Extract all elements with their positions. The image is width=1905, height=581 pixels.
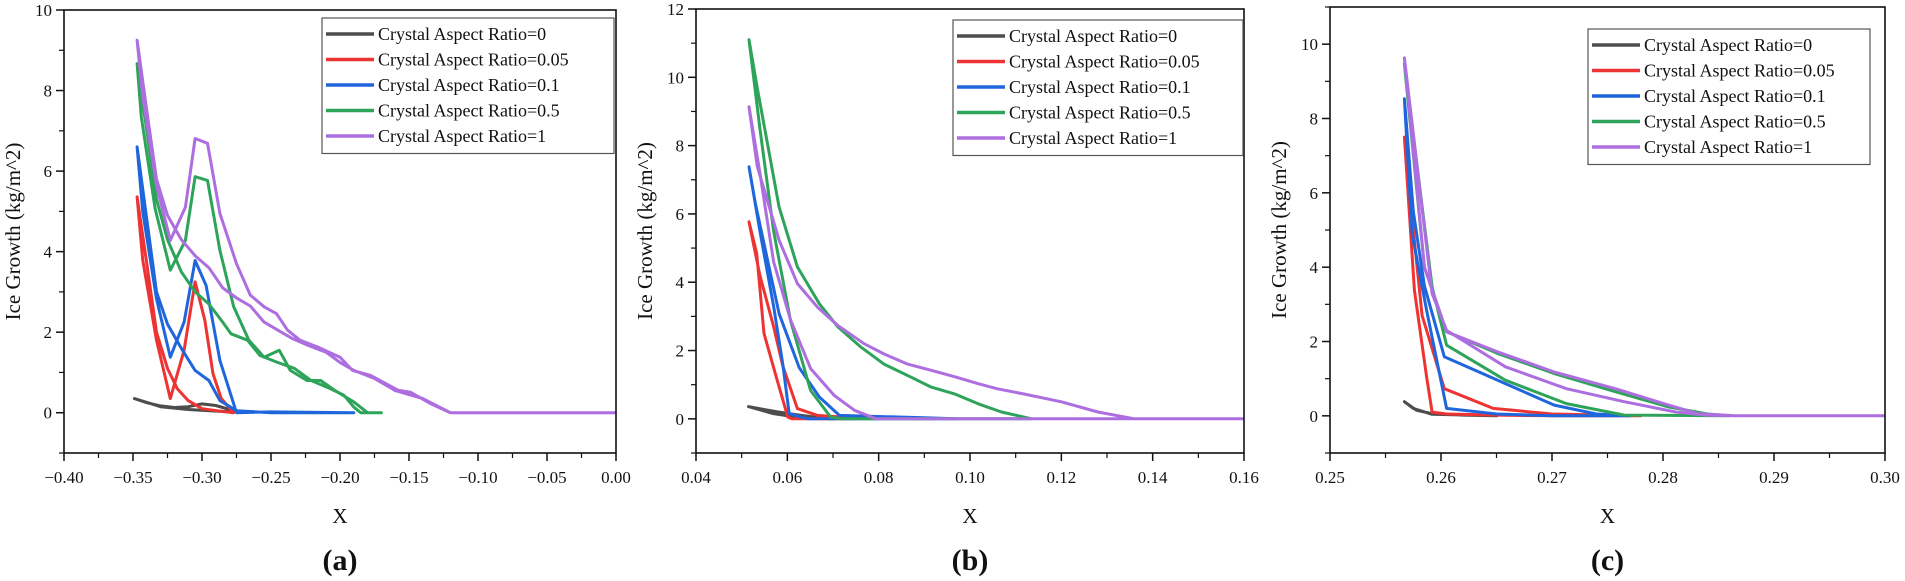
x-tick-label: −0.30	[182, 468, 221, 487]
series-line-1	[135, 195, 236, 415]
y-tick-label: 2	[44, 323, 53, 342]
chart-panel-c: 0.25 0.26 0.27 0.28 0.29 0.30 0 2 4 6 8 10 X Ice Grow…	[1267, 6, 1900, 577]
x-tick-label: 0.29	[1759, 468, 1789, 487]
legend-entry: Crystal Aspect Ratio=0.5	[1644, 112, 1826, 132]
series-group	[132, 38, 616, 415]
y-tick-label: 10	[667, 68, 684, 87]
y-tick-label: 8	[44, 82, 53, 101]
series-line-3	[135, 62, 383, 415]
legend-entry: Crystal Aspect Ratio=0.1	[1644, 86, 1826, 106]
legend-entry: Crystal Aspect Ratio=0.5	[1009, 103, 1191, 123]
x-tick-label: −0.25	[251, 468, 290, 487]
panel-label: (c)	[1591, 544, 1624, 577]
legend-entry: Crystal Aspect Ratio=0	[1644, 35, 1812, 55]
y-tick-label: 6	[44, 162, 53, 181]
chart-panel-a: −0.40 −0.35 −0.30 −0.25 −0.20 −0.15 −0.10 −0.05…	[1, 1, 631, 577]
x-tick-label: 0.08	[864, 468, 894, 487]
x-tick-label: 0.06	[772, 468, 802, 487]
series-group	[747, 38, 1244, 421]
x-tick-label: 0.28	[1648, 468, 1678, 487]
series-line-2	[1402, 97, 1632, 418]
legend-entry: Crystal Aspect Ratio=0.05	[378, 50, 569, 70]
legend-entry: Crystal Aspect Ratio=0.1	[1009, 77, 1191, 97]
x-tick-label: 0.12	[1046, 468, 1076, 487]
x-tick-label: 0.27	[1537, 468, 1567, 487]
x-tick-label: −0.35	[113, 468, 152, 487]
x-tick-label: 0.04	[681, 468, 711, 487]
series-group	[1402, 56, 1885, 418]
y-tick-label: 6	[1310, 184, 1319, 203]
panel-label: (a)	[323, 544, 358, 577]
panel-label: (b)	[952, 544, 989, 577]
x-axis-title: X	[962, 504, 977, 528]
legend-entry: Crystal Aspect Ratio=1	[378, 126, 546, 146]
x-tick-label: 0.16	[1229, 468, 1259, 487]
series-line-0	[132, 397, 238, 414]
y-tick-label: 2	[1310, 333, 1319, 352]
y-tick-label: 8	[1310, 110, 1319, 129]
x-tick-label: 0.00	[601, 468, 631, 487]
x-tick-label: 0.30	[1870, 468, 1900, 487]
series-line-4	[135, 38, 616, 415]
y-tick-label: 0	[676, 410, 685, 429]
x-tick-label: 0.25	[1315, 468, 1345, 487]
series-line-4	[1402, 56, 1885, 418]
x-tick-label: 0.14	[1138, 468, 1168, 487]
legend: Crystal Aspect Ratio=0 Crystal Aspect Rat…	[1587, 28, 1871, 166]
y-tick-label: 12	[667, 0, 684, 19]
x-tick-label: 0.26	[1426, 468, 1456, 487]
y-tick-label: 2	[676, 342, 685, 361]
legend-entry: Crystal Aspect Ratio=0.5	[378, 101, 560, 121]
x-tick-label: −0.05	[527, 468, 566, 487]
legend-entry: Crystal Aspect Ratio=0.05	[1644, 61, 1835, 81]
y-tick-label: 6	[676, 205, 685, 224]
y-tick-label: 0	[1310, 407, 1319, 426]
chart-panel-b: 0.04 0.06 0.08 0.10 0.12 0.14 0.16 0 2 4 6 8 10 12 X Ic…	[633, 0, 1259, 577]
x-tick-label: −0.10	[458, 468, 497, 487]
legend-entry: Crystal Aspect Ratio=0.05	[1009, 52, 1200, 72]
series-line-3	[747, 38, 1034, 421]
y-tick-label: 10	[35, 1, 52, 20]
legend-entry: Crystal Aspect Ratio=1	[1009, 128, 1177, 148]
legend: Crystal Aspect Ratio=0 Crystal Aspect Rat…	[952, 19, 1244, 157]
legend-entry: Crystal Aspect Ratio=0.1	[378, 75, 560, 95]
y-tick-label: 8	[676, 137, 685, 156]
legend-entry: Crystal Aspect Ratio=0	[378, 24, 546, 44]
series-line-0	[747, 405, 835, 421]
legend-entry: Crystal Aspect Ratio=0	[1009, 26, 1177, 46]
x-tick-label: −0.15	[389, 468, 428, 487]
legend: Crystal Aspect Ratio=0 Crystal Aspect Rat…	[321, 17, 615, 155]
y-tick-label: 4	[44, 243, 53, 262]
legend-box	[321, 17, 615, 155]
x-axis-title: X	[332, 504, 347, 528]
x-axis-title: X	[1600, 504, 1615, 528]
x-tick-label: 0.10	[955, 468, 985, 487]
y-tick-label: 10	[1301, 35, 1318, 54]
y-tick-label: 0	[44, 404, 53, 423]
series-line-4	[747, 105, 1244, 421]
y-axis-title: Ice Growth (kg/m^2)	[1, 143, 25, 321]
legend-entry: Crystal Aspect Ratio=1	[1644, 137, 1812, 157]
x-tick-label: −0.40	[44, 468, 83, 487]
y-axis-title: Ice Growth (kg/m^2)	[1267, 141, 1291, 319]
y-tick-label: 4	[1310, 258, 1319, 277]
series-line-2	[135, 145, 356, 415]
x-tick-label: −0.20	[320, 468, 359, 487]
y-tick-label: 4	[676, 273, 685, 292]
y-axis-title: Ice Growth (kg/m^2)	[633, 142, 657, 320]
